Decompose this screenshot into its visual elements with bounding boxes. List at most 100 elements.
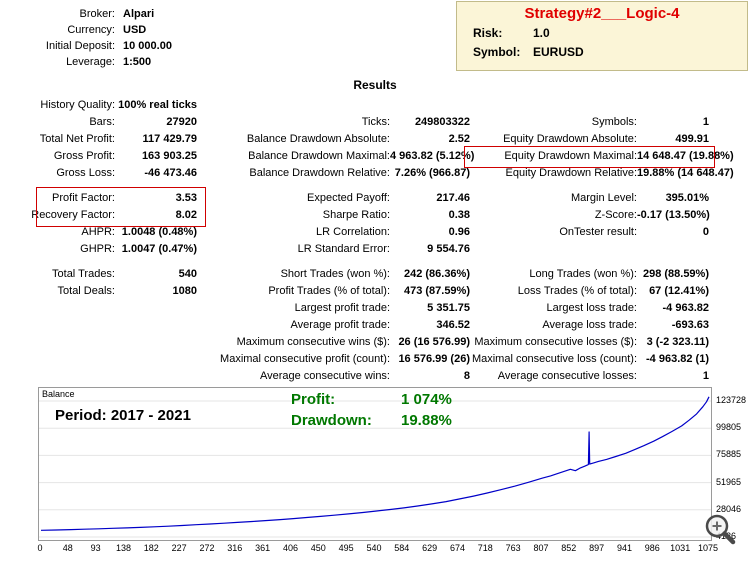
x-axis-tick: 48 <box>62 543 73 553</box>
stat-value: 8.02 <box>175 209 197 221</box>
stat-value <box>115 351 197 368</box>
stat-value <box>115 368 197 385</box>
stat-label: Bars: <box>89 116 115 128</box>
x-axis-tick: 897 <box>589 543 605 553</box>
stat-value <box>115 317 197 334</box>
symbol-label: Symbol: <box>473 45 521 59</box>
y-axis-tick: 28046 <box>716 504 742 514</box>
stat-value <box>637 97 709 114</box>
stat-label: Average consecutive wins: <box>259 370 390 382</box>
balance-chart: Balance Period: 2017 - 2021 Profit: 1 07… <box>38 387 712 541</box>
risk-row: Risk: 1.0 <box>457 24 747 43</box>
stat-label: Loss Trades (% of total): <box>517 285 637 297</box>
stat-value: 346.52 <box>436 319 470 331</box>
stat-value: 163 903.25 <box>141 150 197 162</box>
x-axis-tick: 406 <box>282 543 299 553</box>
stat-label: LR Correlation: <box>316 226 390 238</box>
balance-curve <box>40 396 710 531</box>
strategy-title: Strategy#2___Logic-4 <box>524 5 680 22</box>
x-axis-tick: 0 <box>37 543 43 553</box>
stat-value: 5 351.75 <box>427 302 470 314</box>
stat-value: 67 (12.41%) <box>649 285 709 297</box>
stat-label <box>8 317 115 334</box>
stat-label: Profit Factor: <box>52 192 115 204</box>
stat-label: Gross Profit: <box>53 150 115 162</box>
stat-label: Long Trades (won %): <box>529 268 637 280</box>
x-axis-tick: 941 <box>616 543 633 553</box>
stat-value: -693.63 <box>671 319 709 331</box>
stat-value: -4 963.82 (1) <box>646 353 709 365</box>
stat-label: Balance Drawdown Maximal: <box>248 150 390 162</box>
stat-label: Largest profit trade: <box>294 302 390 314</box>
x-axis-tick: 852 <box>561 543 577 553</box>
x-axis-tick: 986 <box>644 543 660 553</box>
strategy-box: Strategy#2___Logic-4 Risk: 1.0 Symbol: EUR… <box>456 1 748 71</box>
stat-value <box>115 334 197 351</box>
stat-value: 100% real ticks <box>118 99 197 111</box>
stat-label: Margin Level: <box>570 192 637 204</box>
profit-value: 1 074% <box>401 391 452 408</box>
stat-value: -46 473.46 <box>144 167 197 179</box>
x-axis-tick: 495 <box>338 543 354 553</box>
stat-value: 9 554.76 <box>427 243 470 255</box>
stat-label: Equity Drawdown Relative: <box>505 167 637 179</box>
stat-label: Balance Drawdown Relative: <box>249 167 390 179</box>
stat-label <box>470 97 637 114</box>
stat-value: 3.53 <box>175 192 197 204</box>
risk-value: 1.0 <box>533 26 550 40</box>
stat-label: Short Trades (won %): <box>280 268 390 280</box>
drawdown-label: Drawdown: <box>291 412 372 429</box>
drawdown-value: 19.88% <box>401 412 452 429</box>
stat-label: Maximal consecutive profit (count): <box>220 353 390 365</box>
stat-value: 298 (88.59%) <box>642 268 709 280</box>
stat-label: Total Net Profit: <box>39 133 115 145</box>
symbol-row: Symbol: EURUSD <box>457 43 747 62</box>
stat-value: 117 429.79 <box>142 133 197 145</box>
stat-value: 1.0047 (0.47%) <box>121 243 197 255</box>
balance-curve-plot <box>39 396 711 538</box>
profit-label: Profit: <box>291 391 336 408</box>
stat-value: 473 (87.59%) <box>403 285 470 297</box>
stat-label: Gross Loss: <box>56 167 115 179</box>
stat-label: Average profit trade: <box>290 319 390 331</box>
stat-value: 4 963.82 (5.12%) <box>390 150 475 162</box>
symbol-value: EURUSD <box>533 45 584 59</box>
stat-value: 26 (16 576.99) <box>398 336 470 348</box>
x-axis-tick: 227 <box>171 543 187 553</box>
x-axis-tick: 540 <box>366 543 382 553</box>
y-axis-tick: 51965 <box>716 477 742 487</box>
account-info-label: Leverage: <box>66 56 115 68</box>
account-info-value: 1:500 <box>123 56 152 68</box>
stat-value: -0.17 (13.50%) <box>637 209 710 221</box>
zoom-icon[interactable] <box>702 512 738 548</box>
stat-label <box>8 300 115 317</box>
x-axis-tick: 1031 <box>670 543 691 553</box>
stat-label <box>470 241 637 258</box>
stat-value: 14 648.47 (19.88%) <box>637 150 734 162</box>
stat-label: Equity Drawdown Absolute: <box>503 133 637 145</box>
stat-label: Total Deals: <box>57 285 115 297</box>
stat-value: 1 <box>702 116 709 128</box>
stat-label: Z-Score: <box>594 209 637 221</box>
stat-label: OnTester result: <box>559 226 637 238</box>
x-axis-tick: 584 <box>394 543 410 553</box>
stat-value: 1 <box>702 370 709 382</box>
y-axis-tick: 123728 <box>716 395 747 405</box>
stat-label: Average loss trade: <box>542 319 637 331</box>
stat-label: LR Standard Error: <box>297 243 390 255</box>
stat-value: 0.38 <box>448 209 470 221</box>
account-info-row: Currency: USD <box>10 22 172 38</box>
stat-label <box>197 97 390 114</box>
stat-label <box>8 334 115 351</box>
account-info-label: Currency: <box>67 24 115 36</box>
stat-label: Maximal consecutive loss (count): <box>471 353 637 365</box>
x-axis-tick: 450 <box>310 543 326 553</box>
x-axis-tick: 138 <box>115 543 132 553</box>
stat-label <box>8 351 115 368</box>
x-axis-tick: 1075 <box>697 543 719 553</box>
period-text: Period: 2017 - 2021 <box>55 407 191 424</box>
account-info-row: Initial Deposit: 10 000.00 <box>10 38 172 54</box>
account-info-row: Leverage: 1:500 <box>10 54 172 70</box>
stat-value: 19.88% (14 648.47) <box>637 167 734 179</box>
stat-value: 27920 <box>166 116 197 128</box>
